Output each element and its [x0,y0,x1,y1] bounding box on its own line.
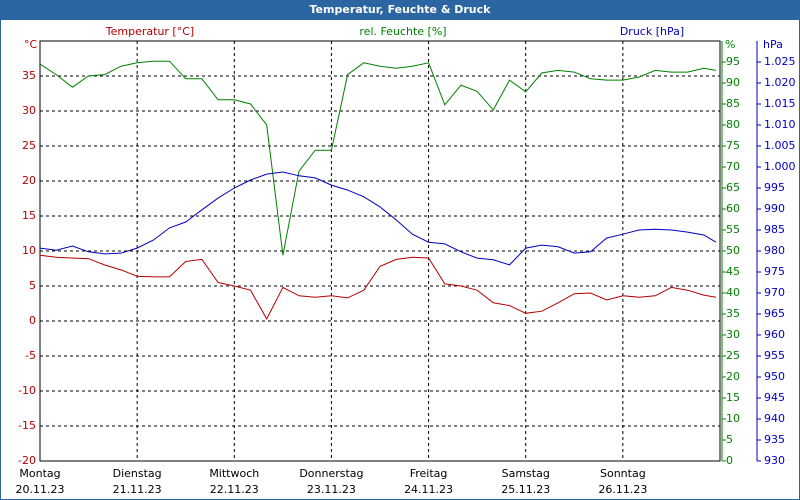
y2-tick-label: 50 [726,244,740,257]
y2-tick-label: 15 [726,391,740,404]
y3-tick-label: 935 [764,433,785,446]
y-tick-label: 25 [22,139,36,152]
y3-tick-label: 1.000 [764,160,796,173]
y-tick-label: -5 [25,349,36,362]
y-tick-label: 0 [29,314,36,327]
chart-title: Temperatur, Feuchte & Druck [310,3,492,16]
y2-tick-label: 75 [726,139,740,152]
y3-tick-label: 945 [764,391,785,404]
y2-tick-label: 95 [726,55,740,68]
series-line [39,254,717,320]
legend-label: Druck [hPa] [620,25,684,38]
y3-tick-label: 930 [764,454,785,467]
y3-tick-label: 1.015 [764,97,796,110]
y-tick-label: -20 [18,454,36,467]
y3-tick-label: 970 [764,286,785,299]
y-tick-label: -10 [18,384,36,397]
y2-tick-label: 55 [726,223,740,236]
y-tick-label: 10 [22,244,36,257]
x-tick-label: Donnerstag 23.11.23 [299,467,364,496]
title-bar [0,0,800,20]
y2-tick-label: 40 [726,286,740,299]
y2-tick-label: 85 [726,97,740,110]
x-tick-label: Freitag 24.11.23 [404,467,454,496]
y2-tick-label: 80 [726,118,740,131]
x-tick-label: Dienstag 21.11.23 [112,467,162,496]
x-tick-label: Samstag 25.11.23 [501,467,551,496]
y3-tick-label: 985 [764,223,785,236]
y2-tick-label: 90 [726,76,740,89]
y3-tick-label: 965 [764,307,785,320]
y2-tick-label: 60 [726,202,740,215]
y-tick-label: 15 [22,209,36,222]
y3-tick-label: 1.010 [764,118,796,131]
y3-tick-label: 1.020 [764,76,796,89]
y2-tick-label: 25 [726,349,740,362]
y-tick-label: 20 [22,174,36,187]
y2-tick-label: 30 [726,328,740,341]
y3-tick-label: 975 [764,265,785,278]
y-tick-label: -15 [18,419,36,432]
y2-tick-label: 0 [726,454,733,467]
y3-tick-label: 980 [764,244,785,257]
y3-tick-label: 950 [764,370,785,383]
x-tick-label: Sonntag 26.11.23 [598,467,648,496]
y-tick-label: 35 [22,69,36,82]
legend-label: Temperatur [°C] [105,25,194,38]
y2-tick-label: 10 [726,412,740,425]
y3-tick-label: 1.025 [764,55,796,68]
y3-tick-label: 990 [764,202,785,215]
y3-tick-label: 940 [764,412,785,425]
y-tick-label: 30 [22,104,36,117]
series-line [39,171,717,266]
y2-tick-label: 45 [726,265,740,278]
legend-label: rel. Feuchte [%] [359,25,446,38]
y3-tick-label: 995 [764,181,785,194]
y2-unit: % [725,38,735,51]
series-line [39,60,717,256]
y2-tick-label: 20 [726,370,740,383]
y-tick-label: 5 [29,279,36,292]
y2-tick-label: 65 [726,181,740,194]
x-tick-label: Mittwoch 22.11.23 [209,467,260,496]
y2-tick-label: 70 [726,160,740,173]
y2-tick-label: 5 [726,433,733,446]
y-unit: °C [24,38,38,51]
y3-tick-label: 1.005 [764,139,796,152]
y3-tick-label: 955 [764,349,785,362]
y3-unit: hPa [763,38,783,51]
y3-tick-label: 960 [764,328,785,341]
y2-tick-label: 35 [726,307,740,320]
x-tick-label: Montag 20.11.23 [15,467,65,496]
